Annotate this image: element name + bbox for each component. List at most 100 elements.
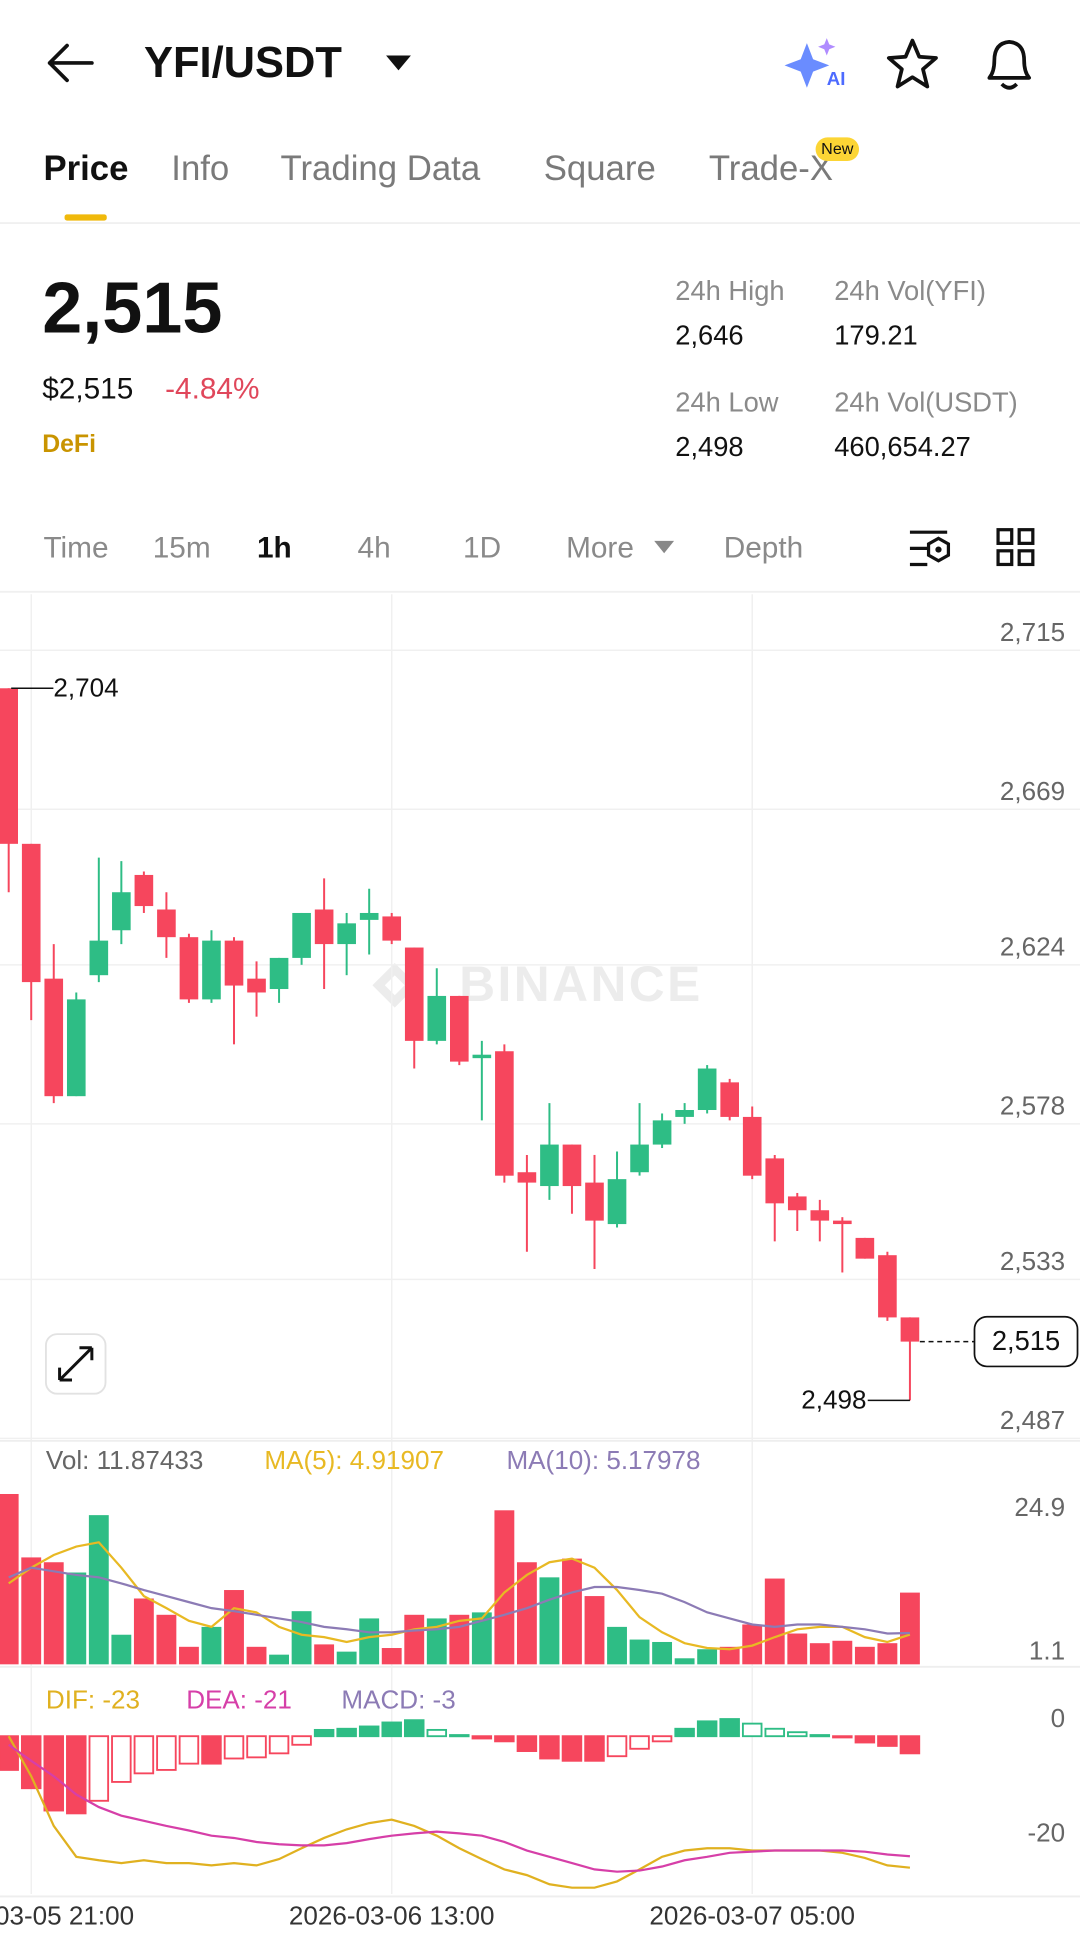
stat-label: 24h Low (675, 387, 778, 418)
ai-sparkle-small (818, 38, 836, 56)
candle-body (44, 978, 64, 1097)
stat-label: 24h Vol(YFI) (834, 275, 986, 306)
candle-body (157, 909, 176, 938)
volume-bar (674, 1658, 695, 1665)
y-tick-label: 2,487 (1000, 1405, 1065, 1435)
candle-body (810, 1210, 830, 1221)
legend-entry: DIF: -23 (46, 1684, 140, 1714)
grid-cell (1017, 528, 1035, 545)
expand-button[interactable] (45, 1333, 107, 1395)
candle-body (585, 1182, 604, 1221)
candle-body (787, 1196, 807, 1211)
candle-body (404, 947, 424, 1041)
volume-bar (404, 1614, 425, 1665)
charts: 2026-03-05 21:00 2026-03-06 13:00 2026-03-… (0, 594, 1080, 1930)
volume-bar (652, 1641, 673, 1665)
back-button[interactable] (47, 43, 94, 83)
candle-body (337, 923, 356, 945)
macd-bar (201, 1735, 222, 1765)
volume-bar (516, 1562, 537, 1665)
macd-bar (584, 1735, 605, 1762)
candle-body (427, 995, 447, 1041)
ai-badge: AI (827, 68, 846, 89)
interval-option[interactable]: 1h (257, 531, 292, 564)
volume-bar (336, 1651, 357, 1665)
alert-button[interactable] (987, 39, 1031, 90)
macd-bar (696, 1720, 718, 1738)
macd-bar (809, 1734, 831, 1738)
candle-body (833, 1220, 852, 1225)
macd-bar (178, 1735, 200, 1765)
macd-bar (629, 1735, 650, 1750)
grid-cell (996, 528, 1014, 545)
legend-entry: MA(10): 5.17978 (506, 1445, 700, 1475)
macd-bar (313, 1728, 335, 1738)
macd-bar (43, 1735, 64, 1812)
sector-tag[interactable]: DeFi (42, 431, 96, 458)
macd-bar (606, 1735, 628, 1758)
interval-option[interactable]: 15m (153, 531, 211, 564)
tab-bar: Price Info Trading Data Square Trade-X (43, 150, 833, 188)
macd-bar (268, 1735, 290, 1755)
candle-body (652, 1120, 672, 1145)
volume-bar (291, 1611, 312, 1665)
volume-bar (88, 1515, 109, 1665)
stat-value: 179.21 (834, 320, 918, 351)
stat-label: 24h Vol(USDT) (834, 387, 1018, 418)
interval-option[interactable]: Depth (724, 531, 803, 564)
volume-bar (607, 1626, 627, 1665)
y-tick-label: 2,669 (1000, 776, 1065, 806)
tab[interactable]: Square (544, 150, 656, 188)
bell-icon (987, 39, 1031, 80)
macd-bar (471, 1735, 493, 1740)
volume-bar (900, 1592, 920, 1665)
volume-bar (43, 1562, 64, 1665)
volume-bar (787, 1633, 808, 1665)
interval-option[interactable]: 4h (358, 531, 391, 564)
candle-body (0, 688, 18, 844)
interval-option[interactable]: 1D (463, 531, 501, 564)
candle-body (630, 1144, 649, 1173)
macd-bar (764, 1727, 785, 1738)
tab[interactable]: Price (43, 150, 128, 188)
stats: 24h High 2,646 24h Vol(YFI) 179.21 24h Low 2,… (675, 275, 1017, 462)
candle-body (112, 892, 131, 931)
ai-button[interactable]: AI (784, 38, 846, 89)
settings-dot (935, 546, 942, 553)
stat-value: 460,654.27 (834, 431, 971, 462)
volume-bar (246, 1646, 267, 1665)
volume-bar (156, 1614, 177, 1665)
volume-bar (539, 1577, 560, 1665)
macd-bar (156, 1735, 177, 1771)
tab[interactable]: Info (171, 150, 229, 188)
y-tick-label: 2,624 (1000, 932, 1065, 962)
tab[interactable]: Trade-X (709, 150, 833, 188)
pair-dropdown[interactable] (386, 55, 411, 71)
more-dropdown[interactable] (654, 540, 675, 554)
favorite-button[interactable] (886, 38, 938, 89)
macd-bar (539, 1735, 560, 1760)
y-tick-label: 2,578 (1000, 1091, 1065, 1121)
interval-option[interactable]: More (566, 531, 634, 564)
volume-bar (0, 1493, 19, 1665)
macd-bar (133, 1735, 155, 1775)
candle-body (562, 1144, 582, 1187)
stat-label: 24h High (675, 275, 784, 306)
candle-body (247, 978, 266, 993)
layout-button[interactable] (996, 528, 1035, 567)
x-tick-label: 2026-03-05 21:00 (0, 1900, 134, 1930)
settings-hex (926, 536, 951, 563)
pair-title[interactable]: YFI/USDT (144, 39, 342, 87)
macd-bar (404, 1719, 425, 1738)
interval-option[interactable]: Time (43, 531, 108, 564)
candle-body (66, 999, 86, 1097)
macd-bar (381, 1721, 402, 1738)
indicator-settings-button[interactable] (909, 530, 951, 567)
candle-body (720, 1082, 739, 1117)
macd-bar (561, 1735, 583, 1762)
tab[interactable]: Trading Data (281, 150, 481, 188)
legend-entry: Vol: 11.87433 (46, 1445, 203, 1475)
y-tick-label: 2,533 (1000, 1246, 1065, 1276)
price-change: -4.84% (165, 373, 259, 406)
